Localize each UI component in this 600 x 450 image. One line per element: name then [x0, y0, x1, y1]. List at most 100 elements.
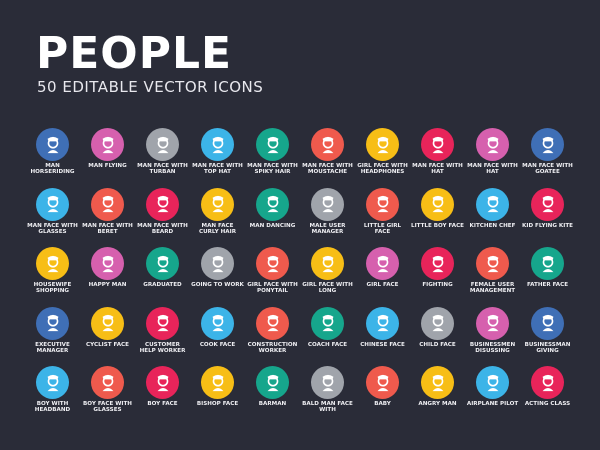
- person-icon: [311, 247, 344, 280]
- icon-label: CONSTRUCTION WORKER: [247, 341, 298, 354]
- icon-item[interactable]: KITCHEN CHEF: [465, 187, 520, 247]
- icon-item[interactable]: MAN FACE WITH GLASSES: [25, 187, 80, 247]
- icon-label: BUSINESSMEN DISUSSING: [469, 341, 516, 354]
- icon-label: LITTLE BOY FACE: [411, 222, 464, 229]
- icon-label: MAN HORSERIDING: [30, 163, 75, 176]
- icon-label: GOING TO WORK: [191, 282, 244, 288]
- icon-item[interactable]: COACH FACE: [300, 306, 355, 366]
- icon-label: BUSINESSMAN GIVING: [524, 341, 571, 354]
- person-icon: [201, 187, 234, 221]
- subtitle: 50 EDITABLE VECTOR ICONS: [37, 78, 264, 96]
- icon-item[interactable]: FATHER FACE: [520, 247, 575, 306]
- icon-item[interactable]: GOING TO WORK: [190, 247, 245, 306]
- person-icon: [36, 187, 69, 221]
- icon-item[interactable]: MAN DANCING: [245, 187, 300, 247]
- icon-item[interactable]: BUSINESSMEN DISUSSING: [465, 306, 520, 366]
- icon-label: BARMAN: [258, 401, 287, 407]
- icon-item[interactable]: CHINESE FACE: [355, 306, 410, 366]
- icon-item[interactable]: GIRL FACE WITH PONYTAIL: [245, 247, 300, 306]
- icon-item[interactable]: MAN FACE WITH HAT: [465, 128, 520, 187]
- icon-item[interactable]: BALD MAN FACE WITH: [300, 366, 355, 425]
- person-icon: [476, 366, 509, 399]
- page-title: PEOPLE: [36, 28, 233, 79]
- icon-item[interactable]: KID FLYING KITE: [520, 187, 575, 247]
- icon-item[interactable]: MAN FACE WITH MOUSTACHE: [300, 128, 355, 187]
- icon-item[interactable]: MAN FACE WITH HAT: [410, 128, 465, 187]
- icon-label: BALD MAN FACE WITH: [302, 401, 353, 414]
- icon-label: CUSTOMER HELP WORKER: [139, 341, 186, 354]
- person-icon: [531, 306, 564, 340]
- icon-item[interactable]: CUSTOMER HELP WORKER: [135, 306, 190, 366]
- person-icon: [421, 366, 454, 399]
- icon-item[interactable]: EXECUTIVE MANAGER: [25, 306, 80, 366]
- icon-item[interactable]: LITTLE BOY FACE: [410, 187, 465, 247]
- icon-label: EXECUTIVE MANAGER: [35, 341, 70, 354]
- icon-item[interactable]: GRADUATED: [135, 247, 190, 306]
- icon-item[interactable]: GIRL FACE WITH LONG: [300, 247, 355, 306]
- icon-item[interactable]: BISHOP FACE: [190, 366, 245, 425]
- icon-item[interactable]: MAN FACE WITH TURBAN: [135, 128, 190, 187]
- icon-item[interactable]: FIGHTING: [410, 247, 465, 306]
- icon-label: FIGHTING: [422, 282, 453, 288]
- icon-item[interactable]: MAN FACE WITH GOATEE: [520, 128, 575, 187]
- person-icon: [311, 366, 344, 399]
- icon-item[interactable]: BOY WITH HEADBAND: [25, 366, 80, 425]
- person-icon: [36, 306, 69, 340]
- icon-item[interactable]: MALE USER MANAGER: [300, 187, 355, 247]
- person-icon: [531, 247, 564, 280]
- icon-item[interactable]: LITTLE GIRL FACE: [355, 187, 410, 247]
- person-icon: [36, 128, 69, 161]
- person-icon: [256, 306, 289, 340]
- icon-item[interactable]: MAN FACE WITH SPIKY HAIR: [245, 128, 300, 187]
- person-icon: [421, 187, 454, 221]
- icon-item[interactable]: CYCLIST FACE: [80, 306, 135, 366]
- icon-label: MAN FACE WITH SPIKY HAIR: [247, 163, 298, 176]
- icon-label: MAN FACE WITH BEARD: [137, 222, 188, 235]
- icon-item[interactable]: MAN FACE WITH BEARD: [135, 187, 190, 247]
- icon-item[interactable]: GIRL FACE WITH HEADPHONES: [355, 128, 410, 187]
- icon-item[interactable]: MAN FACE WITH TOP HAT: [190, 128, 245, 187]
- icon-item[interactable]: HAPPY MAN: [80, 247, 135, 306]
- icon-item[interactable]: ACTING CLASS: [520, 366, 575, 425]
- person-icon: [476, 247, 509, 280]
- icon-item[interactable]: ANGRY MAN: [410, 366, 465, 425]
- icon-label: LITTLE GIRL FACE: [363, 222, 402, 235]
- icon-label: MAN FACE WITH HAT: [412, 163, 463, 176]
- icon-item[interactable]: CONSTRUCTION WORKER: [245, 306, 300, 366]
- icon-item[interactable]: CHILD FACE: [410, 306, 465, 366]
- icon-item[interactable]: AIRPLANE PILOT: [465, 366, 520, 425]
- person-icon: [201, 306, 234, 340]
- icon-item[interactable]: MAN HORSERIDING: [25, 128, 80, 187]
- icon-item[interactable]: MAN FACE WITH BERET: [80, 187, 135, 247]
- person-icon: [201, 128, 234, 161]
- person-icon: [256, 128, 289, 161]
- person-icon: [476, 128, 509, 161]
- person-icon: [36, 366, 69, 399]
- icon-item[interactable]: BARMAN: [245, 366, 300, 425]
- person-icon: [256, 187, 289, 221]
- icon-item[interactable]: MAN FACE CURLY HAIR: [190, 187, 245, 247]
- icon-item[interactable]: BOY FACE WITH GLASSES: [80, 366, 135, 425]
- person-icon: [476, 306, 509, 340]
- person-icon: [366, 128, 399, 161]
- icon-item[interactable]: BOY FACE: [135, 366, 190, 425]
- icon-label: BOY FACE: [147, 401, 178, 407]
- icon-item[interactable]: BUSINESSMAN GIVING: [520, 306, 575, 366]
- icon-item[interactable]: GIRL FACE: [355, 247, 410, 306]
- icon-label: MAN FACE WITH MOUSTACHE: [302, 163, 353, 176]
- icon-label: GIRL FACE WITH LONG: [302, 282, 353, 295]
- icon-item[interactable]: COOK FACE: [190, 306, 245, 366]
- person-icon: [91, 247, 124, 280]
- icon-label: MAN FACE WITH GOATEE: [522, 163, 573, 176]
- person-icon: [421, 306, 454, 340]
- icon-label: HAPPY MAN: [88, 282, 127, 288]
- person-icon: [531, 187, 564, 221]
- icon-label: HOUSEWIFE SHOPPING: [33, 282, 72, 295]
- person-icon: [146, 128, 179, 161]
- icon-item[interactable]: FEMALE USER MANAGEMENT: [465, 247, 520, 306]
- icon-label: ANGRY MAN: [418, 401, 457, 407]
- icon-item[interactable]: MAN FLYING: [80, 128, 135, 187]
- icon-item[interactable]: BABY: [355, 366, 410, 425]
- icon-item[interactable]: HOUSEWIFE SHOPPING: [25, 247, 80, 306]
- icon-label: GIRL FACE: [366, 282, 399, 288]
